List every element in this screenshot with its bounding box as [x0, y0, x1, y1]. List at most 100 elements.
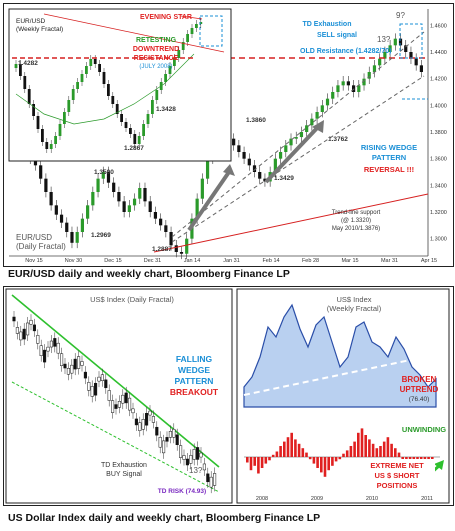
- x-tick-label: Nov 30: [65, 258, 82, 264]
- usdx-candle-body: [111, 400, 115, 413]
- usdx-candle-body: [148, 410, 152, 416]
- hist-bar: [357, 432, 360, 457]
- usdx-candle-body: [151, 416, 155, 423]
- inset-candle-body: [23, 76, 27, 89]
- candle-body: [54, 205, 58, 215]
- candle-body: [49, 192, 53, 206]
- pattern-label: PATTERN: [175, 376, 214, 386]
- td-risk-label: TD RISK (74.93): [158, 488, 206, 495]
- candle-body: [409, 52, 413, 59]
- inset-ma-line: [15, 53, 195, 125]
- hist-bar: [279, 446, 282, 457]
- candle-body: [86, 205, 90, 219]
- candle-body: [148, 201, 152, 212]
- candle-body: [367, 72, 371, 79]
- candle-body: [65, 222, 69, 232]
- inset-price-1: 1.4282: [18, 60, 38, 67]
- y-tick-label: 1.4600: [430, 23, 447, 29]
- hist-bar: [386, 437, 390, 457]
- eurusd-weekly-inset: EUR/USD (Weekly Fractal) EVENING STAR RET…: [8, 8, 232, 162]
- usdx-candle-body: [90, 386, 94, 397]
- inset-candle-body: [27, 89, 31, 104]
- candle-body: [294, 137, 298, 139]
- candle-body: [284, 145, 288, 152]
- bottom-caption: US Dollar Index daily and weekly chart, …: [8, 512, 321, 524]
- inset-candle-body: [155, 90, 159, 100]
- unwinding-label: UNWINDING: [402, 425, 446, 434]
- candle-body: [320, 105, 324, 112]
- candle-body: [398, 38, 403, 46]
- hist-bar: [312, 457, 316, 464]
- usdx-candle-body: [97, 376, 101, 382]
- wedge-upper-line: [11, 294, 220, 468]
- inset-candle-body: [98, 64, 101, 72]
- inset-downtrend-line: [43, 13, 225, 53]
- candle-body: [96, 178, 100, 192]
- usdx-candle-body: [185, 458, 189, 466]
- hist-bar: [268, 457, 271, 461]
- usdx-candle-body: [209, 476, 213, 488]
- usdx-candle-body: [114, 404, 118, 409]
- inset-candle-body: [115, 104, 119, 114]
- usdx-candle-body: [15, 327, 19, 334]
- usdx-candle-body: [73, 358, 77, 370]
- y-tick-label: 1.4400: [430, 50, 447, 56]
- broken-uptrend-line: [243, 354, 435, 396]
- td-exhaustion-label-2: TD Exhaustion: [101, 462, 147, 469]
- usdx-weekly-title: US$ Index (Weekly Fractal): [327, 295, 382, 313]
- hist-bar: [349, 446, 353, 457]
- candle-body: [44, 178, 48, 192]
- usdx-candle-body: [19, 331, 23, 341]
- price-label-2: 1.3500: [94, 169, 114, 176]
- y-tick-label: 1.3000: [430, 237, 447, 243]
- inset-candle-body: [164, 74, 167, 82]
- usd-index-chart-panel: US$ Index (Daily Fractal) FALLING WEDGE …: [3, 286, 454, 506]
- year-tick-label: 2008: [256, 496, 268, 502]
- usdx-candle-body: [29, 319, 33, 325]
- usdx-daily-candles: [12, 311, 217, 494]
- net2-label: US $ SHORT: [374, 471, 419, 480]
- candle-body: [143, 188, 147, 202]
- inset-candle-body: [19, 64, 22, 76]
- hist-bar: [334, 457, 338, 462]
- year-tick-label: 2009: [311, 496, 323, 502]
- candle-body: [106, 172, 111, 183]
- usdx-candle-body: [131, 408, 135, 414]
- candle-body: [310, 118, 314, 126]
- inset-candle-body: [151, 100, 154, 114]
- inset-candle-body: [177, 50, 181, 58]
- candle-body: [404, 45, 408, 52]
- hist-bar: [360, 428, 364, 457]
- rising-wedge-label: RISING WEDGE PATTERN: [361, 143, 417, 162]
- usdx-candle-body: [36, 335, 40, 344]
- usdx-candle-body: [175, 434, 179, 446]
- inset-title: EUR/USD (Weekly Fractal): [16, 18, 63, 33]
- hist-bar: [375, 448, 379, 457]
- eurusd-daily-title: EUR/USD (Daily Fractal): [16, 233, 66, 251]
- usdx-candle-body: [63, 363, 67, 369]
- usdx-candle-body: [43, 349, 47, 363]
- candle-body: [70, 232, 74, 243]
- hist-bar: [283, 441, 286, 457]
- hist-bar: [331, 457, 334, 466]
- candle-body: [252, 165, 257, 172]
- wedge-lower-line: [171, 75, 425, 243]
- wedge-label: WEDGE: [178, 365, 210, 375]
- inset-candle-body: [190, 28, 194, 34]
- candle-body: [33, 158, 38, 166]
- price-label-5: 1.3429: [274, 175, 294, 182]
- buy-signal-label: BUY Signal: [106, 471, 142, 478]
- eurusd-tick-labels: 1.4600 1.4400 1.4200 1.4000 1.3800 1.3600 1.34…: [25, 23, 447, 264]
- usdx-candle-body: [94, 382, 98, 396]
- usdx-candle-body: [182, 455, 186, 460]
- usdx-candle-body: [39, 345, 43, 356]
- hist-bar: [390, 443, 393, 457]
- year-tick-label: 2010: [366, 496, 378, 502]
- candle-body: [91, 192, 95, 206]
- hist-bar: [323, 457, 327, 477]
- hist-bar: [379, 446, 382, 457]
- candle-body: [388, 45, 392, 52]
- trend-arrow-1-head: [223, 164, 235, 176]
- inset-candle-body: [195, 24, 198, 28]
- candle-body: [315, 112, 319, 119]
